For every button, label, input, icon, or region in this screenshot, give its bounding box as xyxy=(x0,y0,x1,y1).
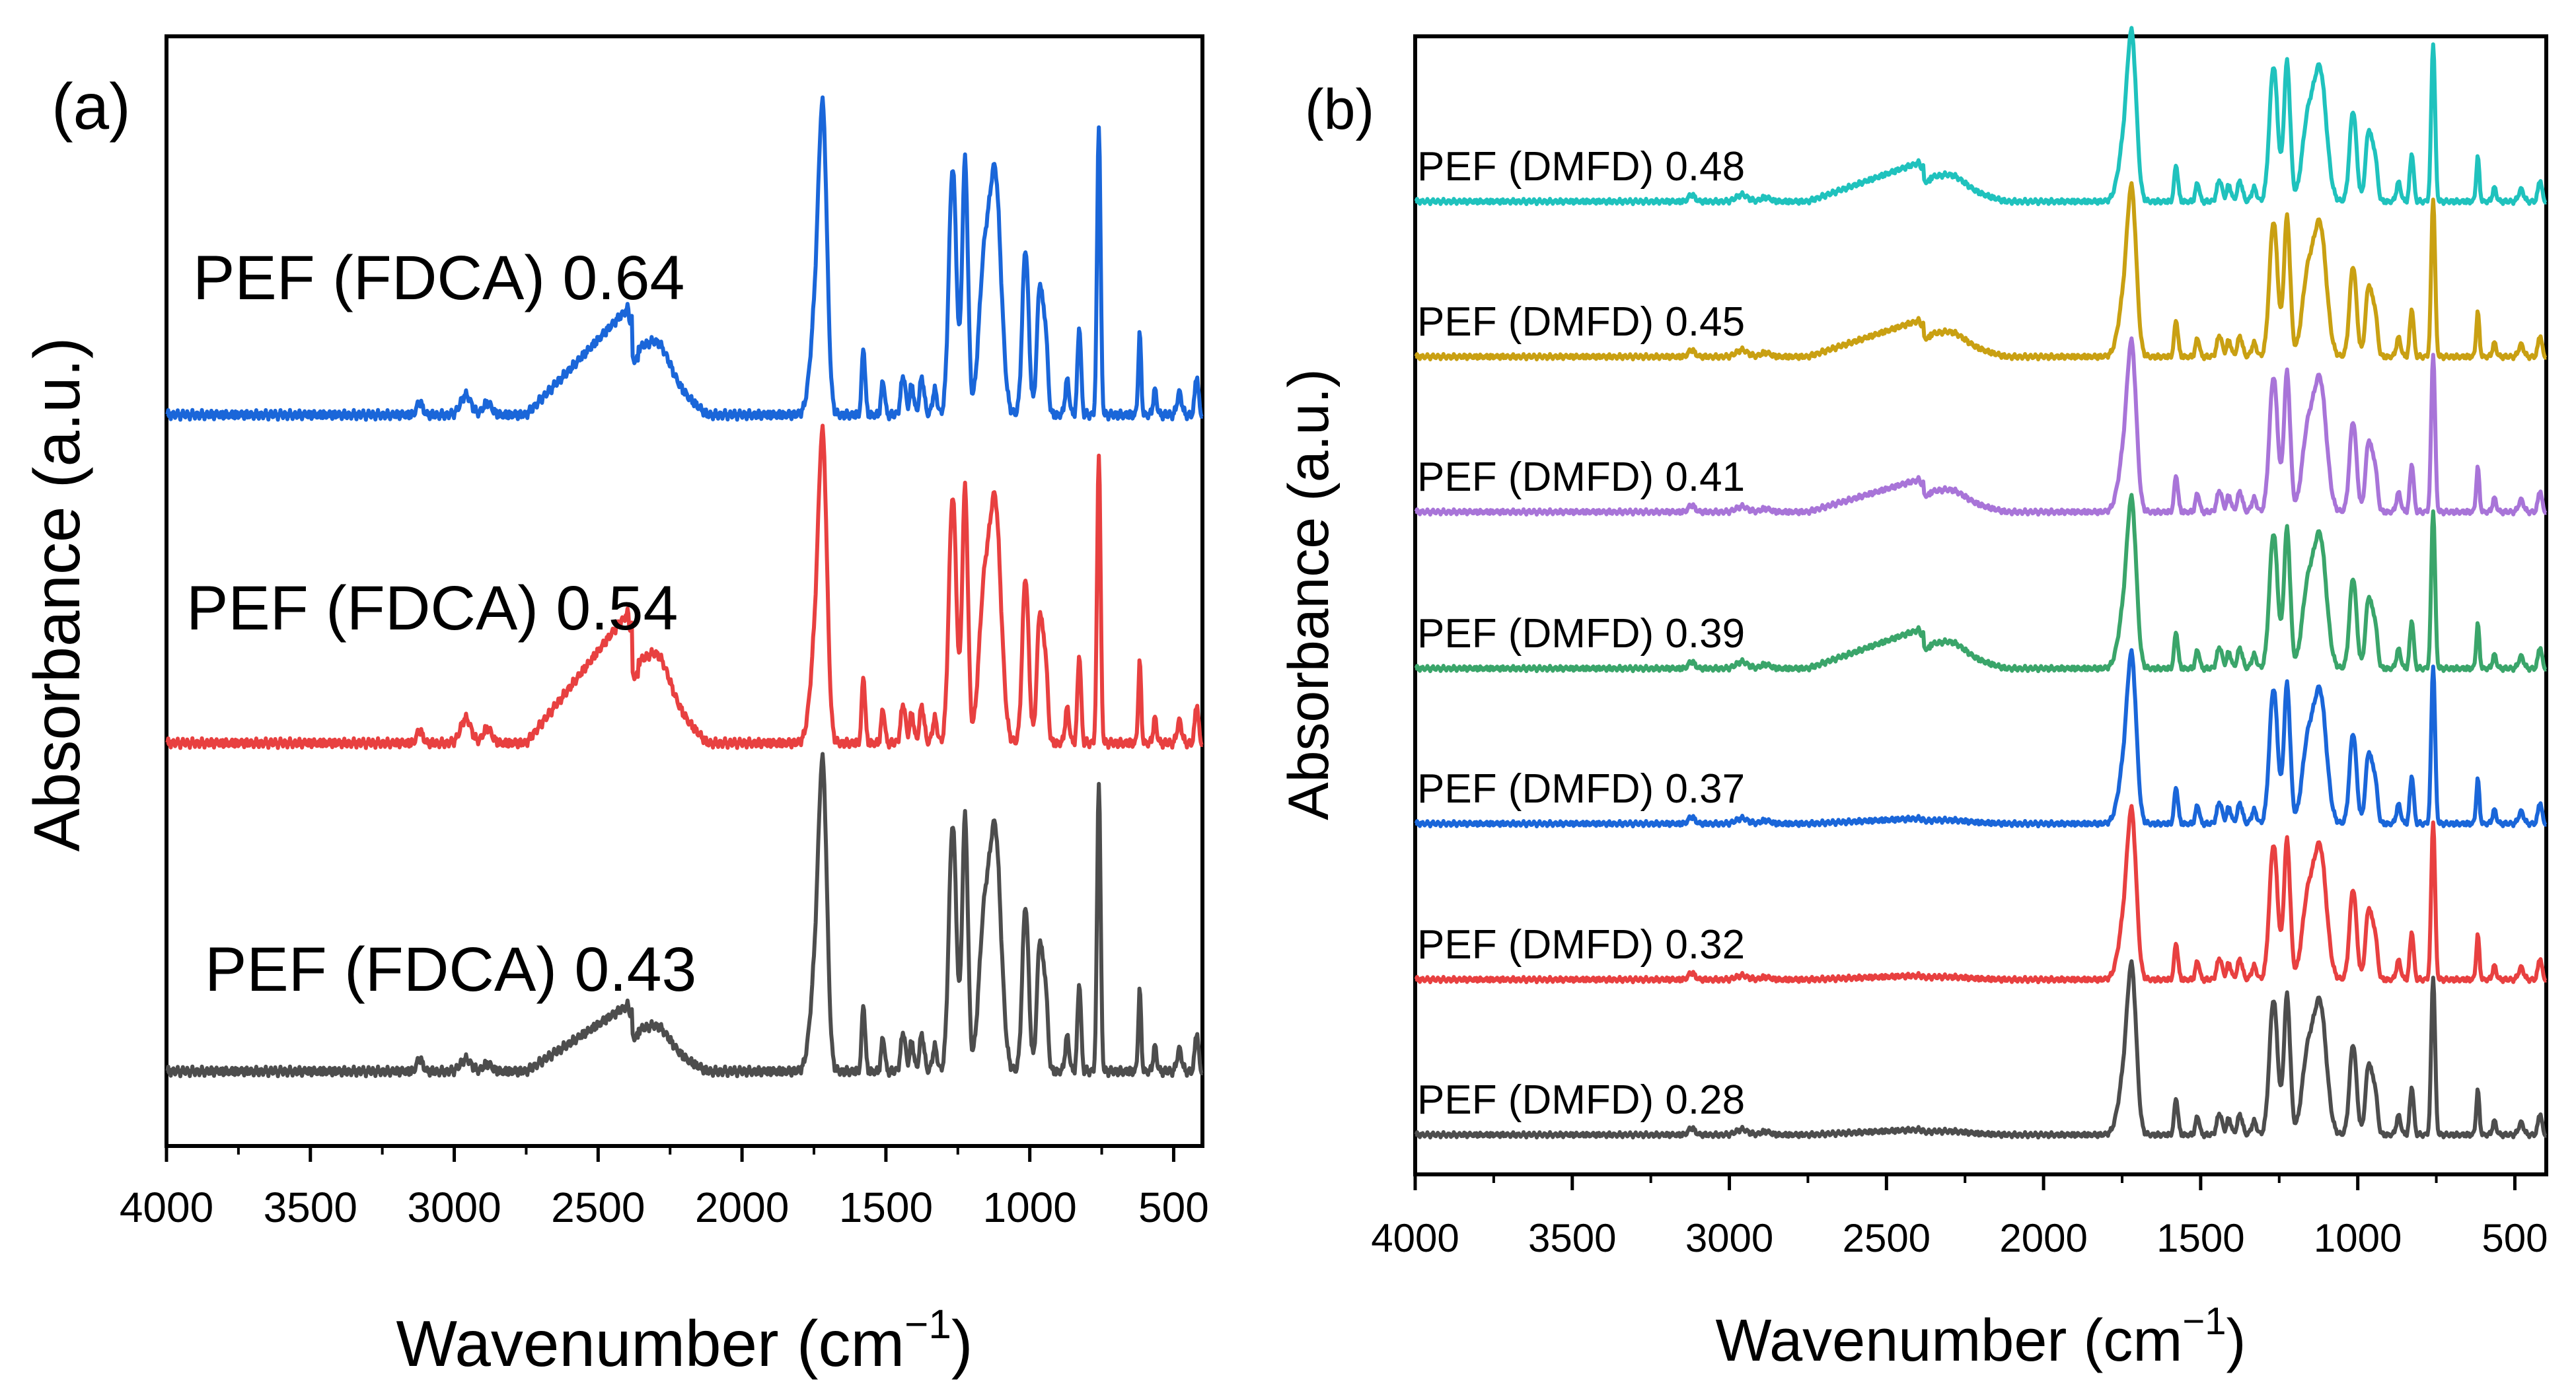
x-tick-label: 1000 xyxy=(2314,1216,2402,1260)
x-tick-label: 2500 xyxy=(551,1184,645,1231)
panel-b-xlabel-text: Wavenumber (cm xyxy=(1716,1308,2183,1374)
panel-a: (a) Absorbance (a.u.) Wavenumber (cm−1) … xyxy=(20,34,1209,1380)
panel-b-xlabel-close: ) xyxy=(2226,1308,2246,1374)
panel-a-ylabel: Absorbance (a.u.) xyxy=(20,338,93,852)
panel-a-series-labels: PEF (FDCA) 0.43 PEF (FDCA) 0.54 PEF (FDCA)… xyxy=(186,243,696,1005)
x-tick-label: 3500 xyxy=(264,1184,357,1231)
x-tick-label: 2000 xyxy=(1999,1216,2087,1260)
x-tick-label: 1000 xyxy=(982,1184,1076,1231)
x-tick-label: 3000 xyxy=(1685,1216,1773,1260)
trace-pef-dmfd-0-45 xyxy=(1414,181,2548,362)
trace-pef-dmfd-0-39 xyxy=(1414,493,2548,674)
series-label: PEF (DMFD) 0.28 xyxy=(1417,1077,1745,1123)
trace-pef-fdca-0-43 xyxy=(165,752,1204,1079)
x-tick-label: 500 xyxy=(2482,1216,2548,1260)
panel-b-frame xyxy=(1413,34,2548,1176)
x-tick-label: 4000 xyxy=(1371,1216,1459,1260)
trace-pef-dmfd-0-32 xyxy=(1414,804,2548,985)
panel-b-series-labels: PEF (DMFD) 0.28 PEF (DMFD) 0.32 PEF (DMFD)… xyxy=(1417,144,1745,1123)
x-tick-label: 2500 xyxy=(1843,1216,1931,1260)
x-tick-label: 1500 xyxy=(839,1184,933,1231)
panel-b-xlabel: Wavenumber (cm−1) xyxy=(1716,1300,2246,1374)
panel-a-xticks: 4000 3500 3000 2500 2000 1500 1000 500 xyxy=(120,1146,1209,1231)
trace-pef-dmfd-0-41 xyxy=(1414,336,2548,517)
series-label: PEF (FDCA) 0.64 xyxy=(193,243,684,313)
x-tick-label: 4000 xyxy=(120,1184,213,1231)
series-label: PEF (DMFD) 0.32 xyxy=(1417,922,1745,968)
trace-pef-fdca-0-54 xyxy=(165,423,1204,750)
panel-a-xlabel-close: ) xyxy=(951,1307,973,1380)
panel-a-label: (a) xyxy=(52,70,131,143)
panel-a-frame xyxy=(165,34,1204,1148)
trace-pef-dmfd-0-37 xyxy=(1414,648,2548,829)
series-label: PEF (DMFD) 0.45 xyxy=(1417,299,1745,345)
series-label: PEF (DMFD) 0.48 xyxy=(1417,144,1745,190)
panel-a-xlabel-sup: −1 xyxy=(904,1302,951,1347)
panel-a-traces xyxy=(165,95,1204,1079)
trace-pef-dmfd-0-28 xyxy=(1414,959,2548,1140)
trace-pef-dmfd-0-48 xyxy=(1414,26,2548,207)
panel-a-xlabel-text: Wavenumber (cm xyxy=(396,1307,905,1380)
panel-a-xlabel: Wavenumber (cm−1) xyxy=(396,1302,973,1380)
x-tick-label: 2000 xyxy=(695,1184,789,1231)
x-tick-label: 500 xyxy=(1138,1184,1209,1231)
panel-b-ylabel: Absorbance (a.u.) xyxy=(1277,369,1341,820)
series-label: PEF (FDCA) 0.43 xyxy=(205,935,696,1005)
panel-b-traces xyxy=(1414,26,2548,1140)
x-tick-label: 3500 xyxy=(1528,1216,1616,1260)
x-tick-label: 1500 xyxy=(2156,1216,2244,1260)
series-label: PEF (DMFD) 0.41 xyxy=(1417,454,1745,500)
series-label: PEF (DMFD) 0.39 xyxy=(1417,611,1745,657)
x-tick-label: 3000 xyxy=(407,1184,501,1231)
series-label: PEF (FDCA) 0.54 xyxy=(186,573,678,643)
panel-b-label: (b) xyxy=(1305,78,1374,141)
series-label: PEF (DMFD) 0.37 xyxy=(1417,766,1745,812)
panel-b-xticks: 4000 3500 3000 2500 2000 1500 1000 500 xyxy=(1371,1174,2548,1260)
trace-pef-fdca-0-64 xyxy=(165,95,1204,422)
panel-b-xlabel-sup: −1 xyxy=(2182,1300,2226,1343)
panel-b: (b) Absorbance (a.u.) Wavenumber (cm−1) … xyxy=(1277,26,2548,1374)
